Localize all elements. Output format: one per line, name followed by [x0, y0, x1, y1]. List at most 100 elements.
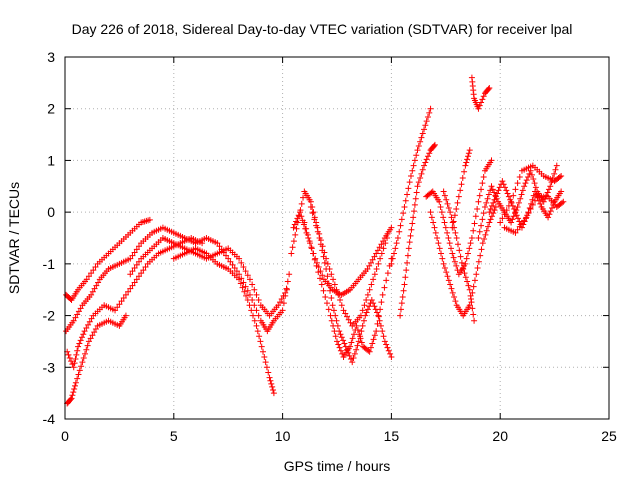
data-point [514, 203, 521, 210]
data-point [545, 186, 552, 193]
data-point [525, 210, 532, 217]
data-point [68, 395, 75, 402]
data-point [481, 203, 488, 210]
data-point [445, 235, 452, 241]
data-point [401, 281, 408, 288]
data-point [275, 302, 282, 309]
data-point [71, 360, 78, 367]
data-point [371, 253, 378, 260]
data-point [231, 264, 238, 271]
series-arc22 [501, 193, 567, 236]
data-point [369, 340, 376, 347]
data-point [471, 317, 478, 324]
data-point [467, 240, 474, 247]
data-point [116, 301, 123, 308]
data-point [313, 262, 320, 269]
data-point [337, 347, 344, 354]
data-point [223, 252, 230, 259]
data-point [457, 253, 464, 260]
data-point [475, 198, 482, 205]
data-point [553, 162, 560, 169]
data-point [363, 309, 370, 316]
data-point [407, 172, 414, 179]
y-tick-label: 2 [47, 101, 55, 117]
data-point [461, 168, 468, 175]
data-point [355, 338, 362, 345]
data-point [133, 246, 140, 253]
data-point [131, 279, 138, 286]
data-point [422, 122, 429, 129]
data-point [246, 291, 253, 298]
data-point [480, 210, 487, 217]
data-point [371, 303, 378, 310]
data-point [402, 274, 409, 281]
data-point [371, 271, 378, 278]
data-point [438, 209, 445, 216]
data-point [131, 249, 138, 256]
data-point [69, 392, 76, 399]
data-point [479, 180, 486, 187]
data-point [469, 305, 476, 312]
data-point [447, 209, 454, 216]
data-point [516, 223, 523, 230]
data-point [424, 153, 431, 160]
data-point [464, 250, 471, 257]
data-point [556, 173, 563, 180]
data-point [464, 156, 471, 163]
data-point [515, 199, 522, 206]
y-tick-label: 3 [47, 49, 55, 65]
data-point [486, 219, 493, 226]
data-point [350, 331, 357, 338]
data-point [510, 192, 517, 199]
data-point [396, 228, 403, 235]
data-point [410, 214, 417, 221]
data-point [440, 260, 447, 267]
data-point [441, 192, 448, 199]
data-point [428, 189, 435, 196]
data-point [427, 209, 434, 216]
data-point [334, 322, 341, 329]
data-point [270, 387, 277, 394]
data-point [120, 294, 127, 301]
data-point [529, 196, 536, 203]
data-point [388, 224, 395, 231]
data-point [85, 338, 92, 345]
data-point [85, 273, 92, 280]
data-point [448, 245, 455, 252]
data-point [479, 216, 486, 223]
data-point [263, 364, 270, 371]
data-point [378, 241, 385, 248]
data-point [357, 333, 364, 340]
data-point [308, 244, 315, 251]
data-point [470, 311, 477, 318]
data-point [129, 282, 136, 289]
data-point [516, 173, 523, 180]
data-point [70, 389, 77, 396]
data-point [76, 367, 83, 374]
data-point [338, 302, 345, 309]
data-point [488, 202, 495, 209]
data-point [354, 342, 361, 349]
data-point [241, 288, 248, 295]
data-point [459, 175, 466, 182]
data-point [458, 259, 465, 266]
data-point [479, 96, 486, 103]
axis-ticks: 0 5 10 15 20 25 -4 -3 -2 -1 0 1 2 3 [43, 49, 617, 444]
data-point [466, 147, 473, 154]
data-point [122, 291, 129, 298]
data-point [374, 320, 381, 327]
data-point [89, 288, 96, 295]
data-point [236, 271, 243, 278]
data-point [310, 209, 317, 216]
data-point [398, 216, 405, 223]
data-point [88, 291, 95, 298]
data-point [371, 332, 378, 339]
data-point [480, 93, 487, 100]
data-point [406, 179, 413, 186]
data-point [458, 181, 465, 188]
data-point [397, 222, 404, 229]
data-point [517, 195, 524, 202]
y-tick-label: -4 [43, 411, 56, 427]
data-point [243, 292, 250, 299]
data-point [525, 173, 532, 180]
